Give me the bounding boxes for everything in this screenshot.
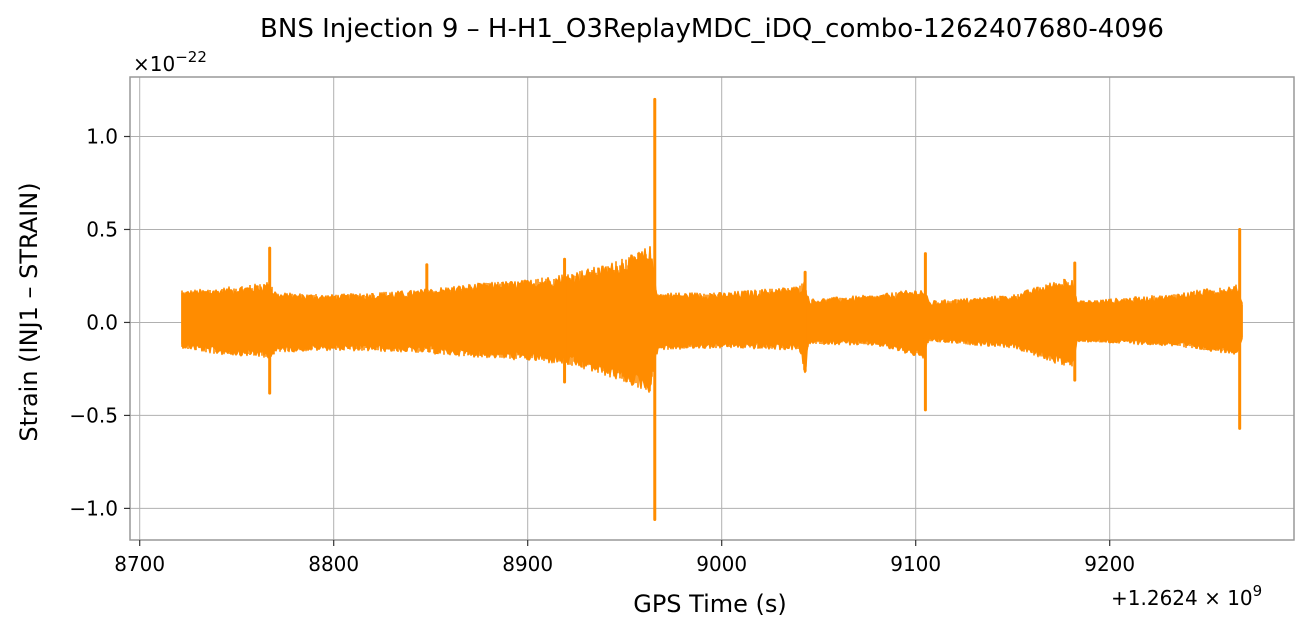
y-tick-label: 1.0 — [86, 125, 118, 149]
y-scale-factor: ×10−22 — [133, 48, 207, 76]
x-offset-base: +1.2624 × 10 — [1111, 586, 1253, 610]
y-tick-label: −0.5 — [69, 403, 118, 427]
x-offset-label: +1.2624 × 109 — [1111, 582, 1262, 610]
y-tick-label: 0.0 — [86, 310, 118, 334]
y-tick-label: 0.5 — [86, 217, 118, 241]
x-tick-label: 9100 — [890, 552, 941, 576]
x-tick-label: 9200 — [1084, 552, 1135, 576]
x-tick-label: 8800 — [308, 552, 359, 576]
y-axis-label: Strain (INJ1 – STRAIN) — [15, 182, 43, 441]
x-tick-label: 8900 — [502, 552, 553, 576]
x-tick-label: 9000 — [696, 552, 747, 576]
x-tick-label: 8700 — [114, 552, 165, 576]
y-scale-exponent: −22 — [175, 48, 207, 66]
x-axis-label: GPS Time (s) — [633, 590, 787, 618]
chart-title: BNS Injection 9 – H-H1_O3ReplayMDC_iDQ_c… — [260, 14, 1164, 44]
y-scale-base: ×10 — [133, 52, 175, 76]
plot-frame — [129, 76, 1295, 541]
x-offset-exponent: 9 — [1253, 582, 1263, 600]
data-series — [181, 97, 1243, 522]
y-tick-label: −1.0 — [69, 496, 118, 520]
axis-ticks: 8700 8800 8900 9000 9100 9200 −1.0 −0.5 0.0 0.5 1.… — [69, 125, 1135, 576]
